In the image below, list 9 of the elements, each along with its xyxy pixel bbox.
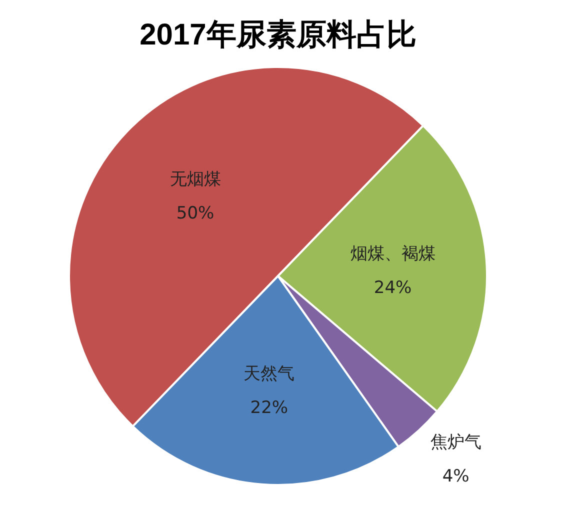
chart-title: 2017年尿素原料占比 — [140, 18, 416, 52]
slice-label: 焦炉气 — [430, 432, 482, 452]
data-label: 4% — [442, 466, 470, 486]
data-label: 24% — [374, 278, 412, 298]
data-label: 50% — [176, 204, 214, 224]
slice-label: 无烟煤 — [170, 170, 221, 190]
slice-label: 天然气 — [244, 364, 295, 384]
slice-label: 烟煤、褐煤 — [350, 244, 436, 264]
data-label: 22% — [250, 398, 288, 418]
